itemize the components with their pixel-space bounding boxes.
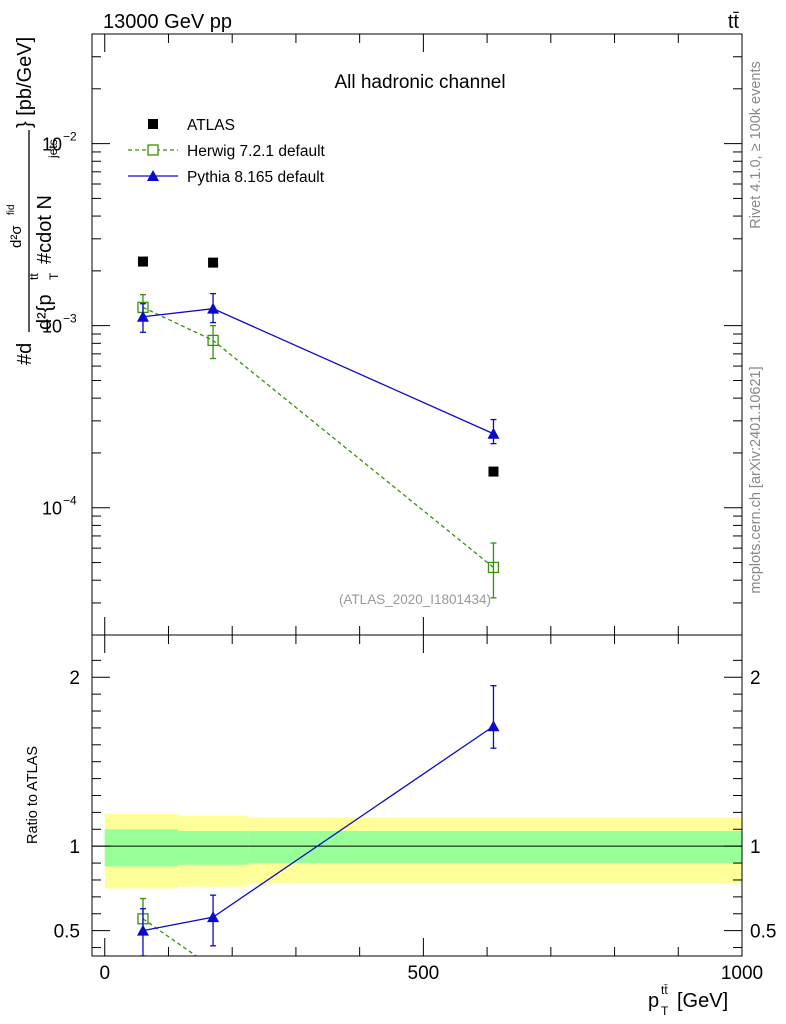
chart-title: All hadronic channel bbox=[334, 72, 505, 93]
ratio-x-tick-label: 0 bbox=[99, 963, 110, 984]
main-herwig-point bbox=[487, 561, 500, 574]
ratio-frame bbox=[91, 634, 743, 957]
ylabel-denominator-sub: T bbox=[47, 272, 61, 280]
ratio-bands bbox=[92, 814, 743, 889]
main-y-tick-label-exp: −4 bbox=[63, 494, 77, 508]
main-atlas-point bbox=[208, 257, 219, 268]
main-atlas-point bbox=[137, 256, 148, 267]
ratio-y-tick-label-left: 0.5 bbox=[54, 922, 80, 943]
ratio-y-tick-label-right: 2 bbox=[750, 668, 761, 689]
energy-label: 13000 GeV pp bbox=[103, 11, 232, 33]
main-ylabel: #d d²σ fid d²{p tt̄ T #cdot N jets } [pb… bbox=[6, 37, 61, 365]
main-panel: All hadronic channel (ATLAS_2020_I180143… bbox=[6, 33, 743, 636]
reference-label: (ATLAS_2020_I1801434) bbox=[339, 592, 491, 607]
legend-pythia-label: Pythia 8.165 default bbox=[187, 169, 325, 186]
ylabel-denominator: d²{p bbox=[34, 294, 56, 330]
xlabel-sup: tt̄ bbox=[661, 983, 668, 997]
main-y-tick-label-base: 10 bbox=[42, 499, 62, 519]
ylabel-prefix: #d bbox=[14, 343, 36, 365]
main-pythia-point bbox=[207, 302, 220, 314]
ylabel-numerator-sup: fid bbox=[6, 204, 17, 215]
legend-herwig-marker bbox=[147, 144, 159, 156]
legend: ATLAS Herwig 7.2.1 default Pythia 8.165 … bbox=[128, 117, 326, 186]
ylabel-denominator-rest-sub: jets bbox=[46, 139, 60, 159]
ratio-herwig-line bbox=[142, 918, 198, 956]
mcplots-label: mcplots.cern.ch [arXiv:2401.10621] bbox=[748, 366, 764, 593]
rivet-label: Rivet 4.1.0, ≥ 100k events bbox=[748, 61, 764, 229]
legend-pythia-marker bbox=[147, 170, 159, 181]
ratio-x-tick-label: 1000 bbox=[721, 963, 763, 984]
main-atlas-point bbox=[488, 466, 499, 477]
main-y-tick-label-exp: −2 bbox=[63, 130, 77, 144]
main-y-tick-label-base: 10 bbox=[42, 135, 62, 155]
ratio-axes: 0.5 0.5 1 1 2 2 0 500 1000 bbox=[54, 635, 776, 984]
ratio-y-tick-label-right: 0.5 bbox=[750, 922, 776, 943]
legend-herwig-label: Herwig 7.2.1 default bbox=[187, 143, 326, 160]
ratio-y-tick-label-left: 1 bbox=[69, 837, 80, 858]
main-data-marks bbox=[136, 256, 500, 599]
ratio-y-tick-label-right: 1 bbox=[750, 837, 761, 858]
main-herwig-line bbox=[142, 306, 494, 568]
ratio-xlabel: p tt̄ T [GeV] bbox=[648, 983, 728, 1018]
ratio-pythia-point bbox=[136, 924, 149, 936]
legend-atlas-marker bbox=[148, 119, 158, 129]
ratio-band-inner bbox=[104, 829, 179, 867]
xlabel-base: p bbox=[648, 990, 659, 1012]
ratio-x-tick-label: 500 bbox=[408, 963, 440, 984]
xlabel-sub: T bbox=[661, 1004, 669, 1018]
main-y-tick-label-base: 10 bbox=[42, 317, 62, 337]
main-axes: 10−210−310−4 bbox=[42, 34, 743, 635]
main-pythia-point bbox=[487, 427, 500, 439]
ratio-pythia-point bbox=[207, 911, 220, 923]
main-herwig-point bbox=[207, 334, 219, 347]
ratio-data-marks bbox=[136, 685, 500, 956]
ratio-y-tick-label-left: 2 bbox=[69, 668, 80, 689]
legend-atlas-label: ATLAS bbox=[187, 117, 235, 134]
process-label: tt̄ bbox=[728, 11, 740, 33]
xlabel-unit: [GeV] bbox=[677, 990, 728, 1012]
ratio-ylabel: Ratio to ATLAS bbox=[25, 746, 41, 844]
ylabel-denominator-rest: #cdot N bbox=[34, 195, 56, 264]
ratio-band-inner bbox=[178, 830, 249, 865]
ylabel-denominator-sup: tt̄ bbox=[27, 273, 41, 280]
ylabel-suffix: } [pb/GeV] bbox=[14, 37, 36, 128]
ratio-pythia-point bbox=[487, 720, 500, 732]
ratio-band-inner bbox=[248, 830, 743, 864]
main-y-tick-label-exp: −3 bbox=[63, 312, 77, 326]
ylabel-numerator: d²σ bbox=[8, 225, 25, 248]
main-pythia-line bbox=[142, 308, 494, 435]
main-pythia-point bbox=[136, 310, 149, 322]
ratio-panel: 0.5 0.5 1 1 2 2 0 500 1000 Ratio to ATLAS p tt̄ … bbox=[25, 634, 776, 1018]
